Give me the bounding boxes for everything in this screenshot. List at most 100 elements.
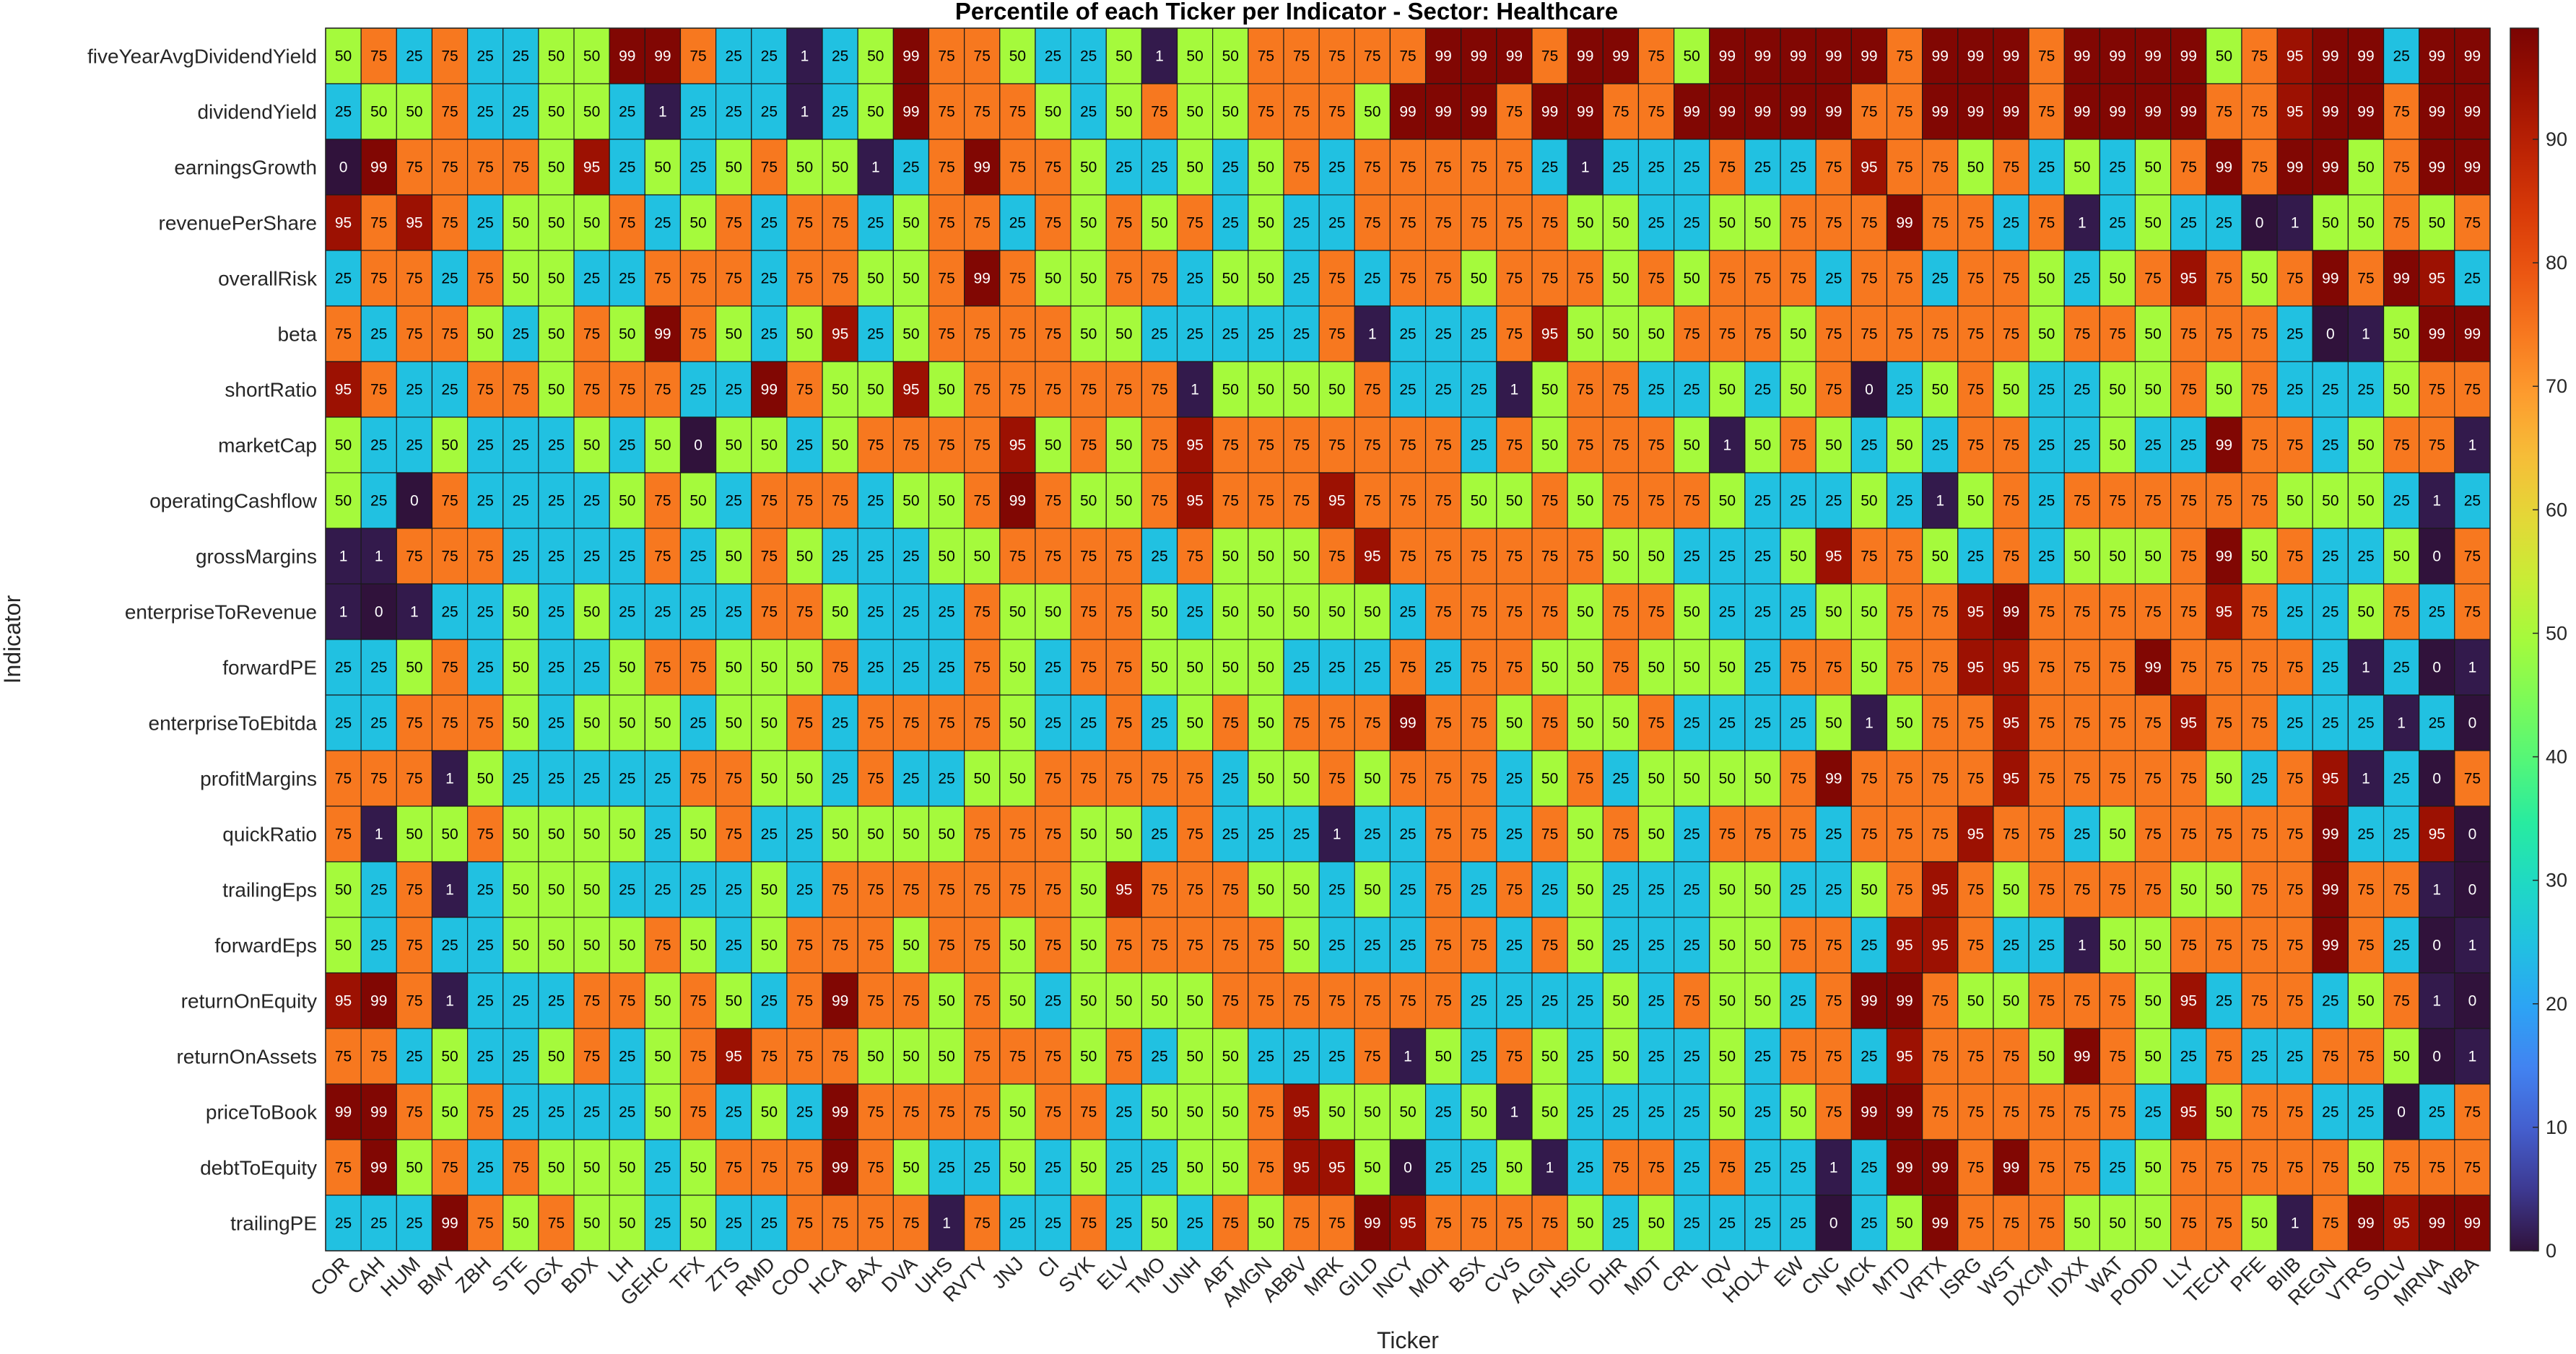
heatmap-cell xyxy=(2206,250,2242,307)
cell-value-label: 95 xyxy=(1186,493,1203,510)
cell-value-label: 25 xyxy=(1719,1215,1736,1232)
cell-value-label: 75 xyxy=(761,549,778,565)
heatmap-cell xyxy=(2383,361,2420,418)
heatmap-cell xyxy=(786,1139,823,1196)
heatmap-cell xyxy=(573,1028,610,1085)
cell-value-label: 75 xyxy=(619,382,635,398)
cell-value-label: 75 xyxy=(2286,771,2303,787)
heatmap-cell xyxy=(2099,1139,2136,1196)
heatmap-cell xyxy=(964,972,1001,1029)
cell-value-label: 75 xyxy=(689,326,706,343)
cell-value-label: 25 xyxy=(761,271,778,287)
cell-value-label: 25 xyxy=(1222,326,1239,343)
cell-value-label: 25 xyxy=(477,215,493,232)
heatmap-cell xyxy=(2383,861,2420,918)
cell-value-label: 25 xyxy=(1754,549,1771,565)
cell-value-label: 25 xyxy=(1754,1049,1771,1065)
cell-value-label: 50 xyxy=(1861,882,1877,899)
heatmap-cell xyxy=(1389,194,1427,251)
cell-value-label: 75 xyxy=(370,271,387,287)
heatmap-cell xyxy=(1389,917,1427,974)
cell-value-label: 75 xyxy=(2038,771,2055,787)
heatmap-cell xyxy=(1070,250,1107,307)
cell-value-label: 50 xyxy=(1684,48,1700,65)
cell-value-label: 25 xyxy=(2322,549,2338,565)
cell-value-label: 25 xyxy=(1435,1160,1451,1176)
cell-value-label: 75 xyxy=(654,660,671,676)
heatmap-cell xyxy=(1602,250,1640,307)
cell-value-label: 0 xyxy=(410,493,419,510)
heatmap-cell xyxy=(751,472,788,529)
cell-value-label: 75 xyxy=(1293,437,1310,454)
heatmap-cell xyxy=(1354,583,1391,640)
heatmap-cell xyxy=(964,694,1001,751)
heatmap-cell xyxy=(1744,361,1781,418)
heatmap-cell xyxy=(609,1083,645,1140)
cell-value-label: 25 xyxy=(1825,271,1842,287)
cell-value-label: 99 xyxy=(2357,1215,2374,1232)
heatmap-cell xyxy=(2134,416,2172,473)
cell-value-label: 75 xyxy=(2286,938,2303,954)
cell-value-label: 75 xyxy=(1932,1049,1949,1065)
cell-value-label: 99 xyxy=(654,326,671,343)
heatmap-cell xyxy=(1744,416,1781,473)
x-tick-label: CRL xyxy=(1658,1252,1702,1297)
heatmap-cell xyxy=(1744,805,1781,862)
heatmap-cell xyxy=(822,1194,858,1252)
cell-value-label: 25 xyxy=(761,104,778,121)
cell-value-label: 25 xyxy=(1186,271,1203,287)
cell-value-label: 99 xyxy=(2357,48,2374,65)
cell-value-label: 50 xyxy=(1719,660,1736,676)
cell-value-label: 75 xyxy=(1186,215,1203,232)
cell-value-label: 75 xyxy=(1045,493,1061,510)
cell-value-label: 75 xyxy=(902,882,919,899)
heatmap-cell xyxy=(857,805,894,862)
cell-value-label: 50 xyxy=(761,437,778,454)
heatmap-cell xyxy=(1780,416,1816,473)
heatmap-cell xyxy=(1035,750,1071,807)
cell-value-label: 75 xyxy=(1258,938,1274,954)
heatmap-cell xyxy=(679,528,717,585)
heatmap-cell xyxy=(1531,472,1568,529)
cell-value-label: 0 xyxy=(2432,549,2441,565)
cell-value-label: 25 xyxy=(1399,326,1416,343)
cell-value-label: 75 xyxy=(2144,604,2161,621)
cell-value-label: 50 xyxy=(513,715,529,732)
cell-value-label: 50 xyxy=(1186,993,1203,1010)
cell-value-label: 75 xyxy=(583,1049,600,1065)
cell-value-label: 75 xyxy=(1541,549,1558,565)
cell-value-label: 25 xyxy=(335,104,352,121)
cell-value-label: 75 xyxy=(1612,660,1629,676)
heatmap-cell xyxy=(1318,750,1355,807)
heatmap-cell xyxy=(715,361,752,418)
heatmap-cell xyxy=(2206,583,2242,640)
cell-value-label: 25 xyxy=(1612,1215,1629,1232)
cell-value-label: 75 xyxy=(2003,493,2019,510)
cell-value-label: 75 xyxy=(1435,271,1451,287)
heatmap-cell xyxy=(1850,194,1888,251)
cell-value-label: 1 xyxy=(2468,660,2477,676)
heatmap-cell xyxy=(822,1028,858,1085)
cell-value-label: 25 xyxy=(1328,882,1345,899)
heatmap-cell xyxy=(1035,972,1071,1029)
heatmap-cell xyxy=(1637,139,1675,196)
heatmap-cell xyxy=(1461,972,1497,1029)
heatmap-cell xyxy=(1886,972,1923,1029)
cell-value-label: 99 xyxy=(2144,104,2161,121)
heatmap-cell xyxy=(1461,528,1497,585)
cell-value-label: 50 xyxy=(513,660,529,676)
heatmap-cell xyxy=(2134,1028,2172,1085)
heatmap-cell xyxy=(2170,528,2207,585)
heatmap-cell xyxy=(1283,27,1320,84)
heatmap-cell xyxy=(2454,805,2491,862)
cell-value-label: 25 xyxy=(2109,160,2125,176)
cell-value-label: 75 xyxy=(974,604,991,621)
heatmap-cell xyxy=(538,694,575,751)
heatmap-cell xyxy=(1424,694,1462,751)
cell-value-label: 50 xyxy=(1648,771,1664,787)
heatmap-cell xyxy=(715,1194,752,1252)
heatmap-cell xyxy=(1035,917,1071,974)
heatmap-cell xyxy=(1496,1028,1533,1085)
cell-value-label: 75 xyxy=(2286,882,2303,899)
